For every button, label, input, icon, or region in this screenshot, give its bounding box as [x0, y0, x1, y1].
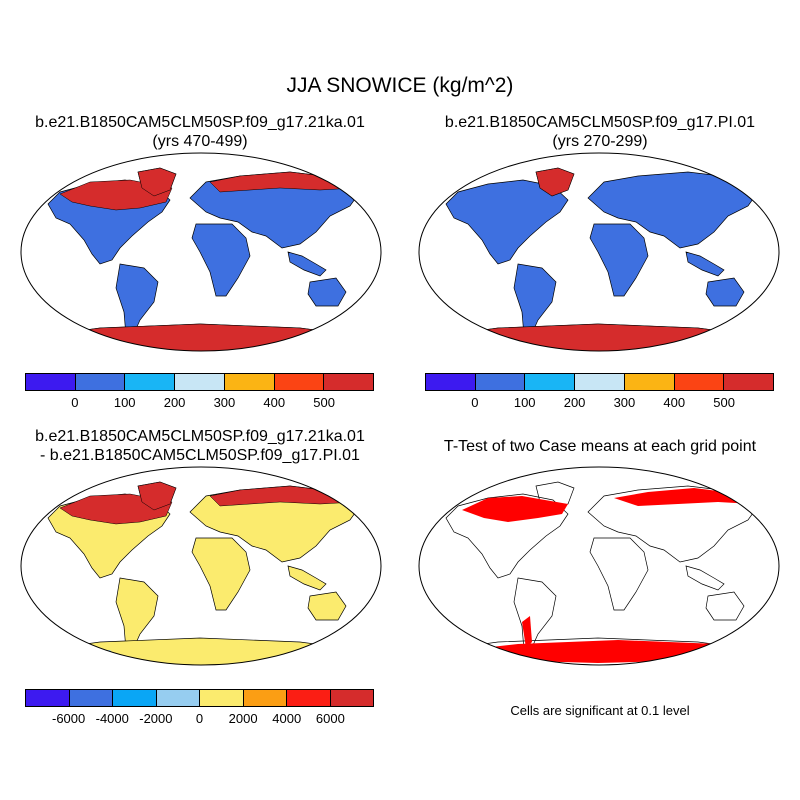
colorbar-labels-bottom-left: -6000 -4000 -2000 0 2000 4000 6000	[25, 711, 374, 729]
colorbar-swatch	[175, 374, 225, 390]
continent-africa	[589, 223, 649, 297]
map-border	[20, 152, 382, 352]
colorbar-tick-label: 400	[263, 395, 286, 410]
continent-africa	[589, 537, 649, 611]
colorbar-swatch	[75, 374, 126, 390]
ice-region	[137, 167, 177, 197]
colorbar-tick-label: 0	[471, 395, 479, 410]
continent-africa	[191, 223, 251, 297]
colorbar-tick-label: 200	[163, 395, 186, 410]
colorbar-tick-label: 500	[713, 395, 735, 410]
significant-region	[462, 496, 568, 522]
panel-title-line1: b.e21.B1850CAM5CLM50SP.f09_g17.PI.01	[444, 114, 756, 131]
continent-seasia	[287, 251, 327, 277]
panel-title-line2: (yrs 270-299)	[552, 133, 648, 150]
panel-title-top-right: b.e21.B1850CAM5CLM50SP.f09_g17.PI.01 (yr…	[400, 113, 800, 151]
continent-namerica	[445, 493, 569, 579]
diff-minor-region	[290, 650, 324, 658]
colorbar-swatch	[200, 690, 244, 706]
colorbar-tick-label: 0	[71, 395, 79, 410]
colorbar-tick-label: 300	[613, 395, 636, 410]
colorbar-swatch	[243, 690, 287, 706]
colorbar-swatch	[575, 374, 625, 390]
colorbar-tick-label: 100	[513, 395, 536, 410]
significance-note: Cells are significant at 0.1 level	[510, 703, 690, 718]
continent-africa	[191, 537, 251, 611]
colorbar-swatch	[724, 374, 774, 390]
colorbar-tick-label: 400	[663, 395, 686, 410]
continent-samerica	[513, 577, 557, 653]
colorbar-swatch	[274, 374, 325, 390]
continent-seasia	[287, 565, 327, 591]
colorbar-labels-top-right: 0 100 200 300 400 500	[425, 395, 774, 413]
continent-australia	[705, 591, 745, 621]
ice-region	[535, 167, 575, 197]
colorbar-swatch	[674, 374, 725, 390]
significant-region	[522, 616, 532, 648]
panel-title-top-left: b.e21.B1850CAM5CLM50SP.f09_g17.21ka.01 (…	[0, 113, 400, 151]
colorbar-tick-label: 300	[213, 395, 236, 410]
significant-region	[614, 488, 752, 506]
colorbar-tick-label: -4000	[95, 711, 129, 726]
colorbar-tick-label: -6000	[52, 711, 86, 726]
colorbar-swatch	[624, 374, 675, 390]
colorbar-swatch	[426, 374, 476, 390]
colorbar-tick-label: 200	[563, 395, 586, 410]
colorbar-swatch	[287, 690, 331, 706]
colorbar-tick-label: 0	[195, 711, 204, 726]
panel-title-bottom-right: T-Test of two Case means at each grid po…	[400, 437, 800, 456]
colorbar-tick-label: -2000	[139, 711, 173, 726]
map-border	[418, 466, 780, 666]
colorbar-tick-label: 2000	[228, 711, 258, 726]
colorbar-top-left	[25, 373, 374, 391]
continent-seasia	[685, 251, 725, 277]
map-bottom-right	[418, 466, 780, 666]
continent-seasia	[685, 565, 725, 591]
colorbar-tick-label: 100	[113, 395, 136, 410]
panel-title-line2: - b.e21.B1850CAM5CLM50SP.f09_g17.PI.01	[40, 447, 360, 464]
colorbar-swatch	[324, 374, 374, 390]
continent-australia	[307, 277, 347, 307]
colorbar-labels-top-left: 0 100 200 300 400 500	[25, 395, 374, 413]
panel-title-line1: b.e21.B1850CAM5CLM50SP.f09_g17.21ka.01	[35, 428, 365, 445]
map-border	[20, 466, 382, 666]
diff-region	[137, 481, 177, 511]
panel-title-line1: T-Test of two Case means at each grid po…	[443, 438, 757, 455]
continent-eurasia	[587, 485, 759, 563]
panel-title-bottom-left: b.e21.B1850CAM5CLM50SP.f09_g17.21ka.01 -…	[0, 427, 400, 465]
colorbar-tick-label: 500	[313, 395, 335, 410]
colorbar-tick-label: 6000	[315, 711, 345, 726]
continent-namerica	[445, 179, 569, 265]
continent-australia	[705, 277, 745, 307]
panel-title-line2: (yrs 470-499)	[152, 133, 248, 150]
colorbar-swatch	[26, 690, 70, 706]
panel-title-line1: b.e21.B1850CAM5CLM50SP.f09_g17.21ka.01	[35, 114, 365, 131]
colorbar-swatch	[330, 690, 373, 706]
map-top-left	[20, 152, 382, 352]
map-bottom-left	[20, 466, 382, 666]
colorbar-swatch	[26, 374, 76, 390]
colorbar-tick-label: 4000	[272, 711, 302, 726]
colorbar-swatch	[525, 374, 576, 390]
continent-eurasia	[587, 171, 759, 249]
main-title: JJA SNOWICE (kg/m^2)	[286, 74, 514, 97]
map-border	[418, 152, 780, 352]
colorbar-swatch	[224, 374, 275, 390]
colorbar-swatch	[113, 690, 157, 706]
map-top-right	[418, 152, 780, 352]
colorbar-top-right	[425, 373, 774, 391]
colorbar-bottom-left	[25, 689, 374, 707]
colorbar-swatch	[125, 374, 176, 390]
colorbar-swatch	[69, 690, 113, 706]
colorbar-swatch	[156, 690, 200, 706]
continent-australia	[307, 591, 347, 621]
colorbar-swatch	[475, 374, 526, 390]
